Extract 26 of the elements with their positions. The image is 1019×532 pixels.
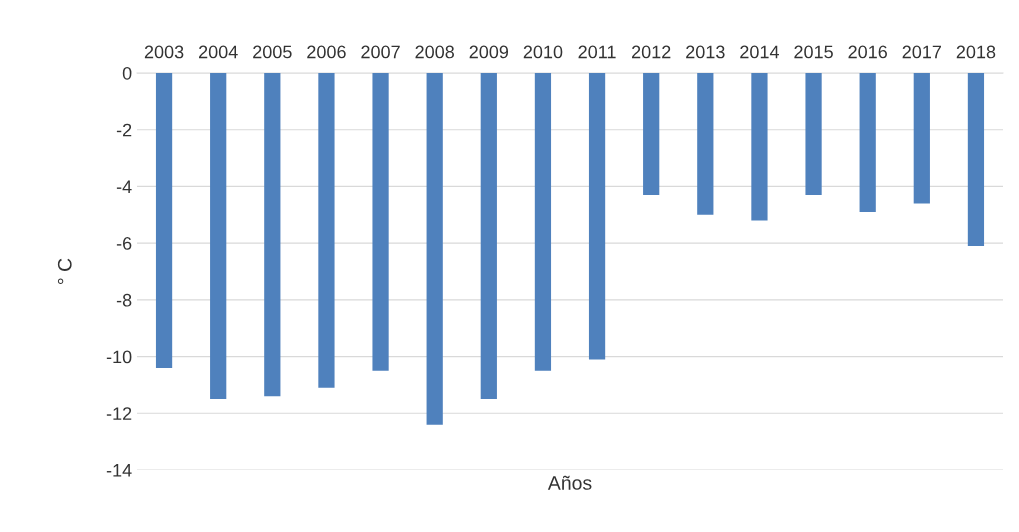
x-tick-label: 2009 (469, 45, 509, 59)
y-tick-label: -2 (116, 123, 132, 137)
y-tick-label: -10 (106, 350, 132, 364)
x-tick-label: 2010 (523, 45, 563, 59)
y-axis-title: ° C (57, 258, 72, 284)
x-tick-label: 2012 (632, 45, 671, 59)
x-tick-label: 2015 (794, 45, 833, 59)
x-tick-label: 2018 (956, 45, 996, 59)
x-tick-label: 2004 (199, 45, 238, 59)
y-tick-label: -6 (116, 237, 132, 250)
x-tick-label: 2011 (578, 45, 616, 59)
x-axis-title: Años (547, 475, 592, 490)
x-tick-label: 2006 (307, 45, 346, 59)
y-tick-label: -4 (116, 180, 132, 193)
y-tick-label: -8 (116, 293, 132, 307)
x-tick-label: 2016 (848, 45, 887, 59)
y-tick-label: 0 (122, 66, 132, 80)
y-tick-label: -12 (106, 407, 132, 420)
x-tick-label: 2017 (902, 45, 941, 59)
x-tick-label: 2007 (361, 45, 400, 59)
x-tick-label: 2013 (686, 45, 725, 59)
y-tick-label: -14 (106, 464, 132, 477)
x-tick-label: 2008 (415, 45, 454, 59)
x-tick-label: 2003 (144, 45, 184, 59)
x-tick-label: 2014 (740, 45, 779, 59)
x-tick-label: 2005 (253, 45, 292, 59)
